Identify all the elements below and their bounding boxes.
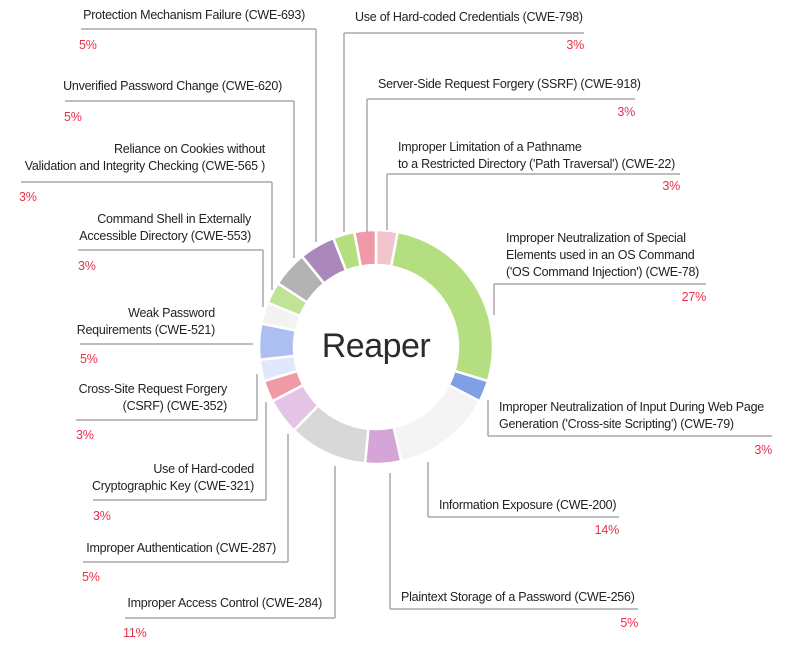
slice-percent-label: 3% — [93, 509, 111, 523]
slice-percent-label: 5% — [79, 38, 97, 52]
slice-percent-label: 11% — [123, 626, 147, 640]
slice-percent-label: 5% — [64, 110, 82, 124]
slice-label: Improper Neutralization of Input During … — [499, 400, 765, 431]
donut-slice — [363, 425, 403, 466]
slice-label: Improper Limitation of a Pathname to a R… — [398, 140, 676, 171]
slice-label: Command Shell in Externally Accessible D… — [79, 212, 251, 243]
slice-label: Server-Side Request Forgery (SSRF) (CWE-… — [378, 77, 641, 91]
slice-label: Weak Password Requirements (CWE-521) — [76, 306, 216, 337]
slice-percent-label: 5% — [80, 352, 98, 366]
slice-label: Reliance on Cookies without Validation a… — [24, 142, 266, 173]
slice-label: Improper Access Control (CWE-284) — [127, 596, 322, 610]
slice-percent-label: 3% — [617, 105, 635, 119]
slice-percent-label: 5% — [620, 616, 638, 630]
slice-label: Protection Mechanism Failure (CWE-693) — [83, 8, 305, 22]
slice-label: Unverified Password Change (CWE-620) — [63, 79, 282, 93]
slice-percent-label: 3% — [662, 179, 680, 193]
donut-slice — [392, 383, 482, 463]
slice-label: Use of Hard-coded Cryptographic Key (CWE… — [91, 462, 254, 493]
slice-percent-label: 5% — [82, 570, 100, 584]
slice-label: Plaintext Storage of a Password (CWE-256… — [401, 590, 635, 604]
chart-center-title: Reaper — [321, 327, 431, 365]
slice-percent-label: 3% — [76, 428, 94, 442]
slice-label: Cross-Site Request Forgery (CSRF) (CWE-3… — [78, 382, 228, 413]
slice-percent-label: 3% — [19, 190, 37, 204]
slice-label: Use of Hard-coded Credentials (CWE-798) — [355, 10, 583, 24]
slice-percent-label: 27% — [681, 290, 707, 304]
slice-percent-label: 3% — [754, 443, 772, 457]
slice-label: Improper Neutralization of Special Eleme… — [506, 231, 700, 279]
slice-percent-label: 14% — [594, 523, 620, 537]
slice-percent-label: 3% — [78, 259, 96, 273]
donut-slice — [352, 228, 378, 268]
slice-label: Information Exposure (CWE-200) — [439, 498, 617, 512]
slice-label: Improper Authentication (CWE-287) — [86, 541, 276, 555]
slice-percent-label: 3% — [566, 38, 584, 52]
